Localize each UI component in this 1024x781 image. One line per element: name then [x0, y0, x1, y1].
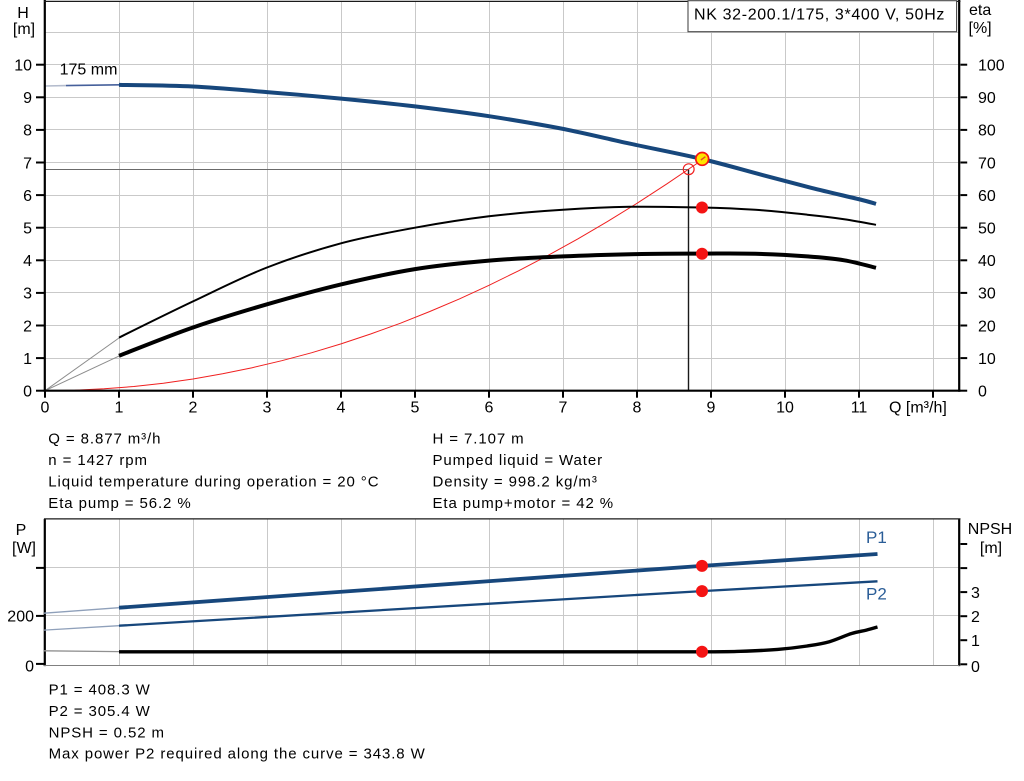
svg-text:0: 0	[25, 658, 34, 675]
svg-text:P1: P1	[866, 528, 887, 547]
svg-text:90: 90	[978, 90, 996, 107]
svg-text:40: 40	[978, 253, 996, 270]
svg-text:1: 1	[115, 400, 124, 417]
svg-text:7: 7	[559, 400, 568, 417]
svg-text:NPSH: NPSH	[968, 521, 1012, 538]
svg-text:175 mm: 175 mm	[60, 62, 118, 79]
svg-text:H = 7.107 m: H = 7.107 m	[433, 431, 525, 448]
svg-text:Pumped liquid = Water: Pumped liquid = Water	[433, 452, 604, 469]
svg-text:10: 10	[14, 58, 32, 75]
svg-text:NPSH = 0.52 m: NPSH = 0.52 m	[49, 725, 165, 742]
svg-text:70: 70	[978, 155, 996, 172]
svg-text:2: 2	[23, 318, 32, 335]
svg-text:[m]: [m]	[13, 21, 35, 38]
svg-text:30: 30	[978, 286, 996, 303]
svg-text:0: 0	[23, 384, 32, 401]
svg-text:10: 10	[776, 400, 794, 417]
svg-text:Eta pump+motor = 42 %: Eta pump+motor = 42 %	[433, 495, 615, 512]
svg-text:11: 11	[851, 400, 868, 417]
svg-text:[W]: [W]	[12, 540, 36, 557]
svg-text:Max power P2 required along th: Max power P2 required along the curve = …	[49, 746, 426, 763]
svg-text:5: 5	[23, 221, 32, 238]
svg-text:60: 60	[978, 188, 996, 205]
svg-text:2: 2	[189, 400, 198, 417]
svg-text:9: 9	[707, 400, 716, 417]
svg-text:Density = 998.2 kg/m³: Density = 998.2 kg/m³	[433, 474, 598, 491]
svg-text:8: 8	[633, 400, 642, 417]
svg-text:H: H	[17, 5, 29, 22]
svg-text:0: 0	[41, 400, 50, 417]
svg-text:P: P	[16, 522, 27, 539]
svg-text:NK 32-200.1/175, 3*400 V, 50Hz: NK 32-200.1/175, 3*400 V, 50Hz	[694, 6, 945, 23]
svg-text:0: 0	[978, 384, 987, 401]
svg-text:100: 100	[978, 58, 1005, 75]
svg-text:eta: eta	[969, 2, 991, 19]
svg-text:Liquid temperature during oper: Liquid temperature during operation = 20…	[48, 474, 379, 491]
svg-text:P2 = 305.4 W: P2 = 305.4 W	[49, 703, 151, 720]
svg-text:80: 80	[978, 123, 996, 140]
svg-text:Eta pump = 56.2 %: Eta pump = 56.2 %	[48, 495, 191, 512]
svg-text:[m]: [m]	[980, 540, 1002, 557]
svg-text:6: 6	[23, 188, 32, 205]
svg-text:1: 1	[971, 633, 980, 650]
svg-text:3: 3	[971, 585, 980, 602]
svg-text:6: 6	[485, 400, 494, 417]
svg-text:50: 50	[978, 221, 996, 238]
svg-text:n = 1427 rpm: n = 1427 rpm	[48, 452, 148, 469]
svg-text:3: 3	[263, 400, 272, 417]
svg-text:7: 7	[23, 155, 32, 172]
svg-text:4: 4	[337, 400, 346, 417]
svg-text:3: 3	[23, 286, 32, 303]
svg-text:2: 2	[971, 609, 980, 626]
svg-text:200: 200	[7, 609, 34, 626]
svg-text:Q [m³/h]: Q [m³/h]	[889, 400, 947, 417]
svg-text:4: 4	[23, 253, 32, 270]
svg-text:P1 = 408.3 W: P1 = 408.3 W	[49, 682, 151, 699]
svg-text:5: 5	[411, 400, 420, 417]
svg-text:[%]: [%]	[969, 20, 992, 37]
svg-text:20: 20	[978, 318, 996, 335]
svg-text:0: 0	[971, 659, 980, 676]
svg-text:8: 8	[23, 123, 32, 140]
svg-text:1: 1	[23, 351, 32, 368]
svg-text:9: 9	[23, 90, 32, 107]
svg-text:10: 10	[978, 351, 996, 368]
svg-text:P2: P2	[866, 584, 887, 603]
svg-text:Q = 8.877 m³/h: Q = 8.877 m³/h	[48, 431, 161, 448]
